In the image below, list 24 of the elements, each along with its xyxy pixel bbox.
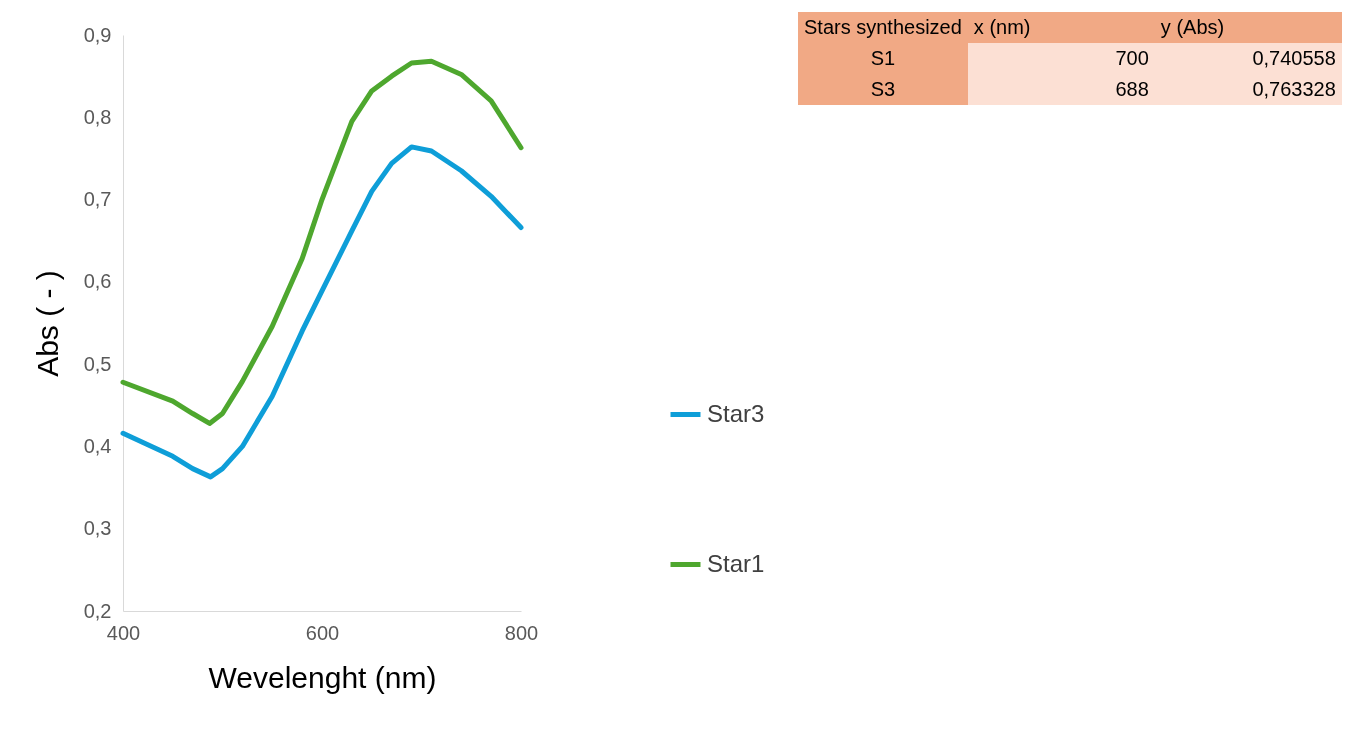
x-axis-title: Wevelenght (nm) [208, 660, 437, 694]
y-tick-label: 0,4 [83, 434, 112, 457]
category-label: S1 [870, 47, 896, 69]
category-label: S3 [870, 78, 896, 100]
text: 0,763328 [1252, 78, 1336, 100]
x-tick-label: 400 [106, 621, 141, 644]
text: 700 [1115, 47, 1149, 69]
y-tick-label: 0,7 [83, 188, 112, 211]
y-axis-title: Abs ( - ) [30, 270, 64, 377]
category-label: Stars synthesized [798, 12, 968, 43]
y-tick-label: 0,3 [83, 517, 112, 540]
x-tick-label: 600 [305, 621, 340, 644]
category-label: x (nm) [967, 12, 1155, 43]
y-tick-label: 0,2 [83, 599, 112, 622]
legend-label: Star3 [707, 399, 765, 427]
y-tick-label: 0,8 [83, 105, 112, 128]
x-tick-label: 800 [504, 621, 539, 644]
text: 0,740558 [1252, 47, 1336, 69]
y-tick-label: 0,6 [83, 270, 112, 293]
legend-label: Star1 [707, 549, 765, 577]
category-label: y (Abs) [1154, 12, 1342, 43]
y-tick-label: 0,9 [83, 23, 112, 46]
y-tick-label: 0,5 [83, 352, 112, 375]
text: 688 [1115, 78, 1149, 100]
